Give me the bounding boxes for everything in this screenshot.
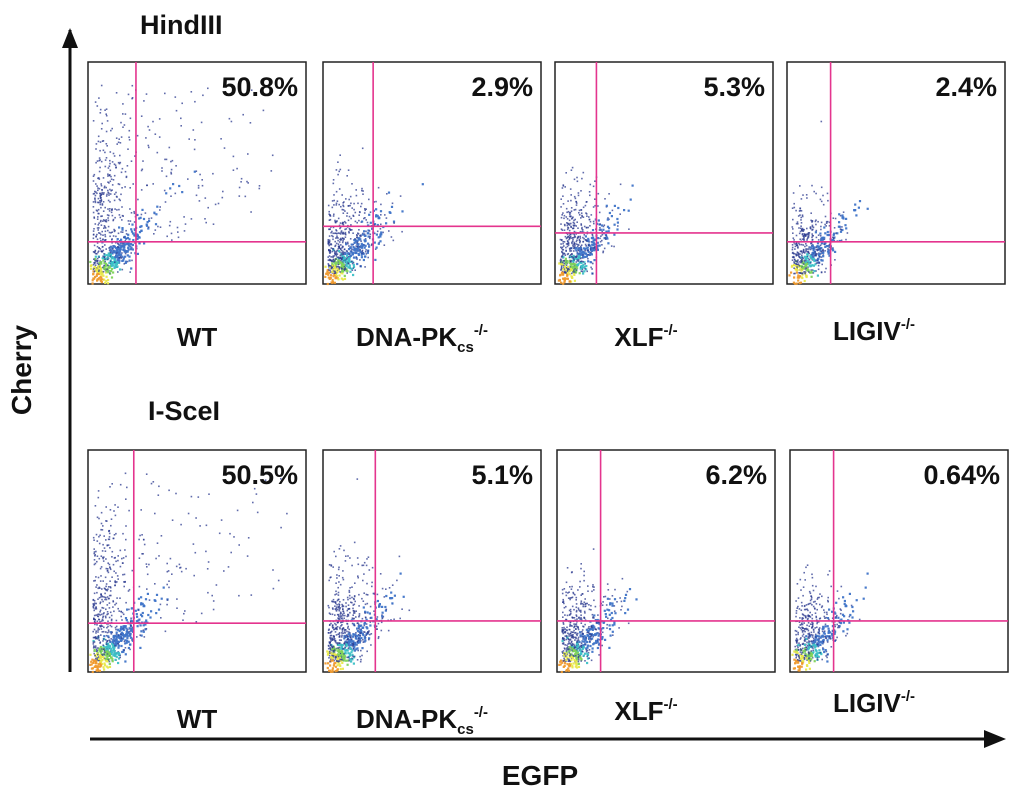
- double-positive-percent-label: 50.8%: [221, 72, 298, 102]
- double-positive-percent-label: 2.4%: [935, 72, 997, 102]
- scatter-panel: 50.5%: [87, 449, 307, 674]
- genotype-label: XLF-/-: [614, 696, 677, 727]
- panel-frame: [789, 449, 1009, 673]
- genotype-name: LIGIV: [832, 688, 901, 718]
- scatter-panel: 5.3%: [554, 61, 774, 285]
- genotype-superscript: -/-: [473, 704, 488, 721]
- panel-frame: [786, 61, 1006, 285]
- double-positive-percent-label: 5.1%: [471, 460, 533, 490]
- double-positive-percent-label: 0.64%: [923, 460, 1000, 490]
- x-axis-arrowhead: [984, 730, 1006, 748]
- genotype-name: XLF: [614, 696, 664, 726]
- y-axis-arrowhead: [62, 28, 78, 48]
- panels-layer: 50.8% 2.9% 5.3% 2.4% 50.5% 5.1% 6.2% 0.64%: [87, 61, 1009, 674]
- scatter-panel: 5.1%: [322, 449, 542, 673]
- genotype-superscript: -/-: [473, 322, 488, 339]
- scatter-panel: 2.4%: [786, 61, 1006, 285]
- genotype-name: WT: [176, 704, 218, 734]
- dot-cloud: [324, 147, 424, 286]
- genotype-subscript: cs: [457, 721, 474, 738]
- genotype-name: DNA-PK: [356, 322, 458, 352]
- genotype-label: WT: [177, 704, 217, 735]
- genotype-superscript: -/-: [900, 688, 916, 705]
- x-axis-label: EGFP: [501, 760, 579, 791]
- genotype-name: XLF: [614, 322, 664, 352]
- double-positive-percent-label: 5.3%: [703, 72, 765, 102]
- genotype-label: LIGIV-/-: [833, 688, 915, 719]
- row-title-iscei: I-SceI: [148, 396, 221, 426]
- scatter-panel: 0.64%: [789, 449, 1009, 673]
- dot-cloud: [791, 564, 869, 672]
- dot-cloud: [788, 120, 869, 285]
- genotype-superscript: -/-: [663, 322, 678, 339]
- double-positive-percent-label: 2.9%: [471, 72, 533, 102]
- dot-cloud: [324, 478, 411, 673]
- genotype-subscript: cs: [457, 339, 474, 356]
- genotype-superscript: -/-: [900, 316, 916, 333]
- dot-cloud: [557, 166, 634, 285]
- dot-cloud: [558, 548, 638, 674]
- genotype-label: DNA-PKcs-/-: [356, 322, 488, 356]
- genotype-label: WT: [177, 322, 217, 353]
- genotype-name: WT: [176, 322, 218, 352]
- scatter-panel: 50.8%: [87, 61, 307, 285]
- double-positive-percent-label: 6.2%: [705, 460, 767, 490]
- genotype-label: DNA-PKcs-/-: [356, 704, 488, 738]
- genotype-name: LIGIV: [832, 316, 901, 346]
- scatter-panel: 6.2%: [556, 449, 776, 674]
- dot-cloud: [89, 472, 288, 674]
- dot-cloud: [89, 84, 274, 285]
- genotype-label: LIGIV-/-: [833, 316, 915, 347]
- genotype-superscript: -/-: [663, 696, 678, 713]
- genotype-label: XLF-/-: [614, 322, 677, 353]
- genotype-name: DNA-PK: [356, 704, 458, 734]
- scatter-panel: 2.9%: [322, 61, 542, 286]
- row-title-hindiii: HindIII: [140, 10, 223, 40]
- y-axis-label: Cherry: [6, 324, 37, 416]
- double-positive-percent-label: 50.5%: [221, 460, 298, 490]
